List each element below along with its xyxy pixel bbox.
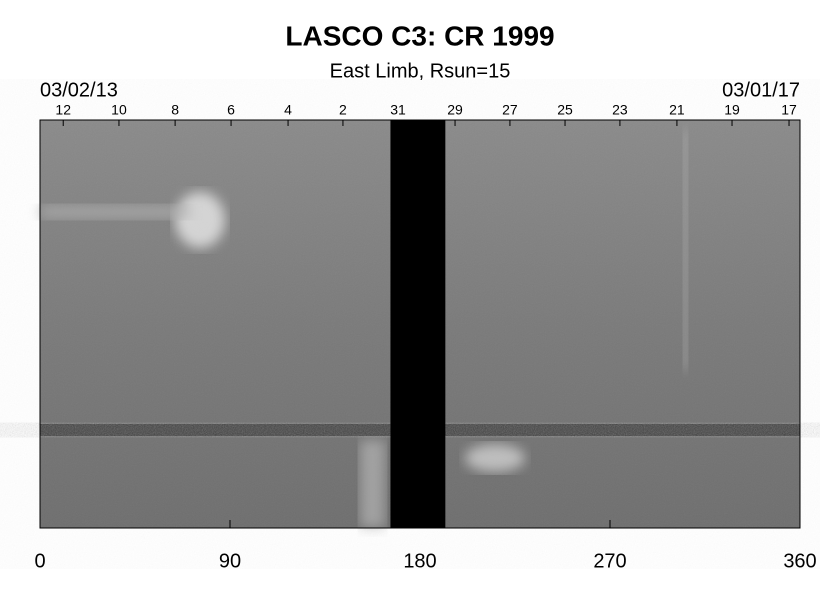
- x-tick-label: 360: [783, 550, 816, 572]
- top-tick-label: 19: [724, 102, 740, 118]
- top-tick-label: 4: [284, 102, 292, 118]
- top-tick-label: 2: [339, 102, 347, 118]
- x-tick-label: 0: [34, 550, 45, 572]
- top-tick-label: 8: [171, 102, 179, 118]
- top-tick-label: 29: [447, 102, 463, 118]
- start-date: 03/02/13: [40, 79, 118, 101]
- x-tick-label: 90: [219, 550, 241, 572]
- top-tick-label: 27: [502, 102, 518, 118]
- top-tick-label: 31: [390, 102, 406, 118]
- data-gap: [390, 120, 446, 528]
- x-tick-label: 270: [593, 550, 626, 572]
- top-tick-label: 17: [781, 102, 797, 118]
- top-tick-label: 12: [55, 102, 71, 118]
- chart-title: LASCO C3: CR 1999: [285, 20, 554, 51]
- end-date: 03/01/17: [722, 79, 800, 101]
- top-tick-label: 10: [111, 102, 127, 118]
- chart-subtitle: East Limb, Rsun=15: [330, 60, 511, 82]
- top-tick-label: 6: [227, 102, 235, 118]
- x-tick-label: 180: [403, 550, 436, 572]
- top-tick-label: 21: [669, 102, 685, 118]
- top-tick-label: 25: [557, 102, 573, 118]
- top-tick-label: 23: [612, 102, 628, 118]
